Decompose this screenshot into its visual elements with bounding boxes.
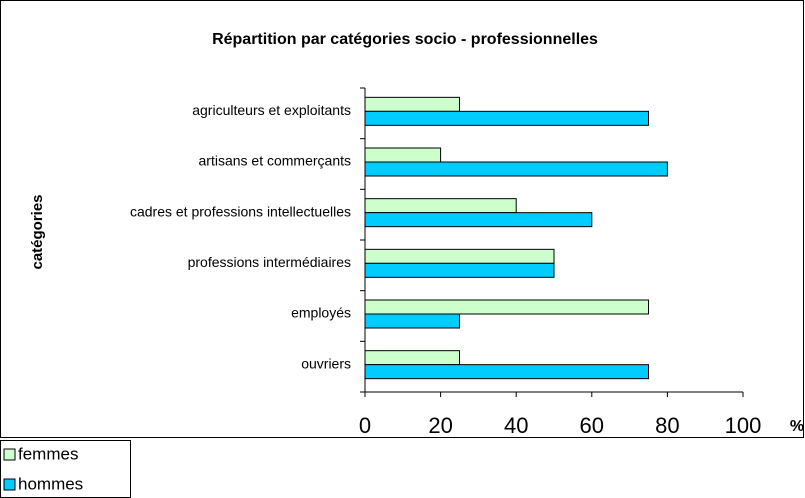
- y-tick-label: agriculteurs et exploitants: [192, 102, 351, 118]
- bar: [364, 212, 593, 228]
- x-tick-label: 60: [580, 413, 604, 438]
- x-tick-label: 20: [428, 413, 452, 438]
- x-tick-label: 80: [655, 413, 679, 438]
- bar: [364, 110, 649, 126]
- bar: [364, 161, 668, 177]
- x-tick-label: 100: [725, 413, 762, 438]
- y-tick-label: artisans et commerçants: [199, 153, 352, 169]
- y-tick-label: professions intermédiaires: [188, 254, 351, 270]
- bar: [364, 262, 555, 278]
- y-tick-label: cadres et professions intellectuelles: [130, 203, 351, 219]
- y-tick-label: ouvriers: [301, 355, 351, 371]
- bar: [364, 96, 460, 112]
- bar: [364, 313, 460, 329]
- legend: [0, 440, 131, 498]
- x-tick-label: 40: [504, 413, 528, 438]
- legend-label: femmes: [18, 444, 78, 463]
- y-tick-label: employés: [291, 305, 351, 321]
- bar: [364, 248, 555, 264]
- bar: [364, 147, 442, 163]
- x-tick-label: 0: [359, 413, 371, 438]
- legend-swatch: [3, 478, 16, 491]
- bar: [364, 350, 460, 366]
- bar: [364, 299, 649, 315]
- bar: [364, 198, 517, 214]
- x-axis-label: %: [790, 418, 804, 435]
- y-axis-label: catégories: [29, 194, 46, 269]
- bar: [364, 364, 649, 380]
- legend-swatch: [3, 448, 16, 461]
- legend-label: hommes: [18, 474, 83, 493]
- chart-title: Répartition par catégories socio - profe…: [212, 31, 598, 48]
